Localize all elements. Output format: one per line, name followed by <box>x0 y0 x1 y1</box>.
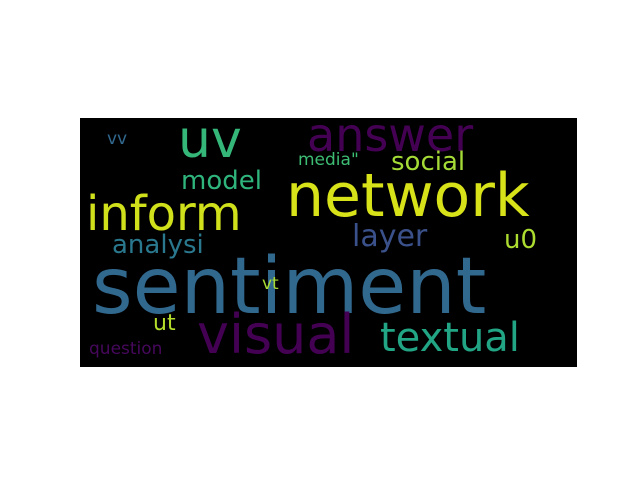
word-answer: answer <box>307 118 474 162</box>
word-vv: vv <box>107 129 128 149</box>
word-social: social <box>391 147 466 177</box>
word-network: network <box>286 161 530 231</box>
word-inform: inform <box>86 186 242 242</box>
word-textual: textual <box>380 315 520 361</box>
word-uv: uv <box>178 118 242 170</box>
word-analysi: analysi <box>112 230 204 260</box>
word-visual: visual <box>197 303 355 366</box>
word-media: media" <box>298 150 359 170</box>
word-model: model <box>181 166 262 196</box>
word-u0: u0 <box>504 225 538 255</box>
word-ut: ut <box>153 311 176 336</box>
word-question: question <box>89 339 163 359</box>
word-cloud: sentiment network inform visual answer u… <box>80 118 577 367</box>
word-sentiment: sentiment <box>92 242 487 332</box>
word-layer: layer <box>352 219 428 254</box>
word-vt: vt <box>262 274 279 294</box>
